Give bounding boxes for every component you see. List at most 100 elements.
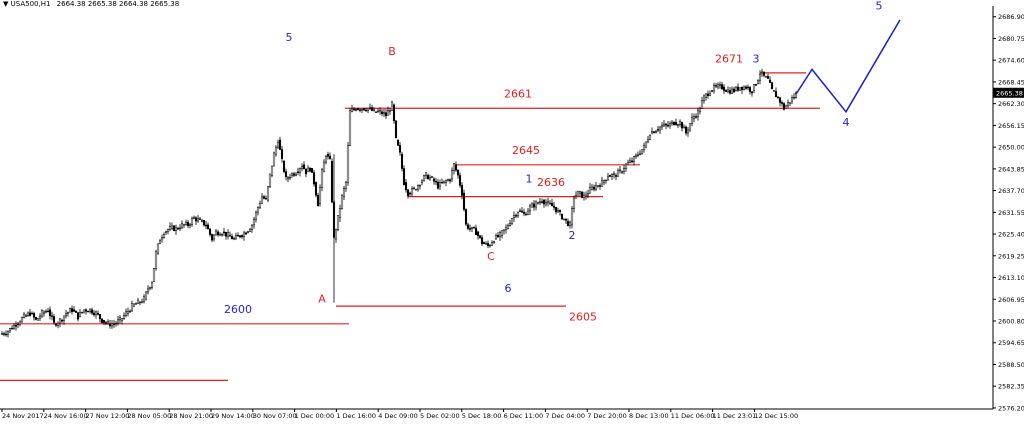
candle-body [476, 231, 480, 236]
candle-body [674, 122, 678, 126]
ohlc-low: 2664.38 [119, 0, 148, 8]
candle-body [166, 229, 170, 232]
candle-body [310, 168, 314, 173]
candle-body [372, 109, 376, 111]
candle-body [212, 234, 216, 240]
level-label-2605: 2605 [569, 310, 597, 323]
candle-body [10, 327, 14, 330]
candle-body [550, 202, 554, 207]
dropdown-triangle-icon[interactable]: ▼ [3, 0, 9, 8]
candle-body [258, 203, 262, 208]
candle-body [216, 231, 220, 236]
candle-body [632, 156, 636, 162]
candle-body [526, 210, 530, 215]
time-tick-label: 1 Dec 00:00 [295, 412, 335, 420]
candle-body [164, 231, 168, 233]
candle-body [260, 196, 264, 204]
candle-body [114, 322, 118, 325]
candle-body [758, 73, 762, 81]
candle-body [574, 194, 578, 197]
time-tick-label: 6 Dec 11:00 [504, 412, 544, 420]
candle-body [704, 93, 708, 98]
candle-body [468, 228, 472, 230]
candle-body [398, 145, 402, 153]
candle-body [44, 310, 48, 313]
candle-body [356, 107, 360, 110]
price-tick-label: 2619.25 [998, 252, 1024, 260]
candle-body [110, 323, 114, 327]
candle-body [694, 116, 698, 118]
price-tick-label: 2662.30 [998, 100, 1024, 108]
candle-body [634, 154, 638, 157]
candle-body [116, 319, 120, 324]
candle-body [80, 311, 84, 314]
candle-body [616, 170, 620, 177]
level-label-2600: 2600 [224, 303, 252, 316]
candle-body [544, 202, 548, 205]
candle-body [644, 141, 648, 148]
candle-body [324, 156, 328, 163]
candle-body [520, 210, 524, 213]
candle-body [784, 105, 788, 109]
candle-body [178, 227, 182, 230]
symbol-label: USA500,H1 [10, 0, 51, 8]
candle-body [58, 318, 62, 324]
candle-body [272, 152, 276, 167]
candle-body [688, 123, 692, 131]
candle-body [200, 220, 204, 222]
candle-body [408, 192, 412, 195]
candle-body [270, 165, 274, 176]
candle-body [48, 309, 52, 316]
candle-body [546, 200, 550, 203]
candle-body [740, 86, 744, 90]
price-tick-label: 2668.45 [998, 78, 1024, 86]
candle-body [540, 201, 544, 203]
candle-body [20, 317, 24, 323]
wave-label-6: 6 [505, 282, 512, 295]
candle-body [714, 85, 718, 87]
candle-body [444, 180, 448, 183]
candle-body [446, 179, 450, 182]
candle-body [470, 226, 474, 229]
candle-body [366, 107, 370, 111]
candle-body [256, 207, 260, 213]
candle-body [354, 109, 358, 111]
candle-body [94, 311, 98, 316]
candle-body [254, 211, 258, 220]
candle-body [266, 186, 270, 201]
candle-body [78, 312, 82, 318]
candle-body [522, 212, 526, 214]
candle-body [284, 171, 288, 177]
candle-body [264, 198, 268, 200]
candle-body [424, 172, 428, 176]
chart-title: ▼ USA500,H1 2664.38 2665.38 2664.38 2665… [3, 0, 179, 8]
candle-body [144, 291, 148, 300]
candle-body [422, 175, 426, 182]
candle-body [370, 107, 374, 111]
candle-body [108, 323, 112, 327]
price-tick-label: 2686.90 [998, 13, 1024, 21]
candle-body [386, 110, 390, 116]
candle-body [42, 311, 46, 314]
candle-body [250, 225, 254, 230]
candle-body [412, 187, 416, 190]
candle-body [780, 102, 784, 104]
candle-body [274, 146, 278, 155]
candle-body [230, 236, 234, 240]
candle-body [508, 223, 512, 226]
candle-body [322, 161, 326, 173]
candle-body [360, 108, 364, 111]
candle-body [622, 168, 626, 172]
candle-body [582, 194, 586, 198]
candle-body [638, 153, 642, 155]
candle-body [152, 267, 156, 282]
candle-body [460, 185, 464, 196]
candle-body [234, 235, 238, 240]
candle-body [772, 90, 776, 92]
candle-body [566, 221, 570, 226]
candle-body [232, 238, 236, 240]
candle-body [722, 86, 726, 91]
time-tick-label: 5 Dec 18:00 [462, 412, 502, 420]
candle-body [692, 116, 696, 120]
candle-body [12, 325, 16, 330]
